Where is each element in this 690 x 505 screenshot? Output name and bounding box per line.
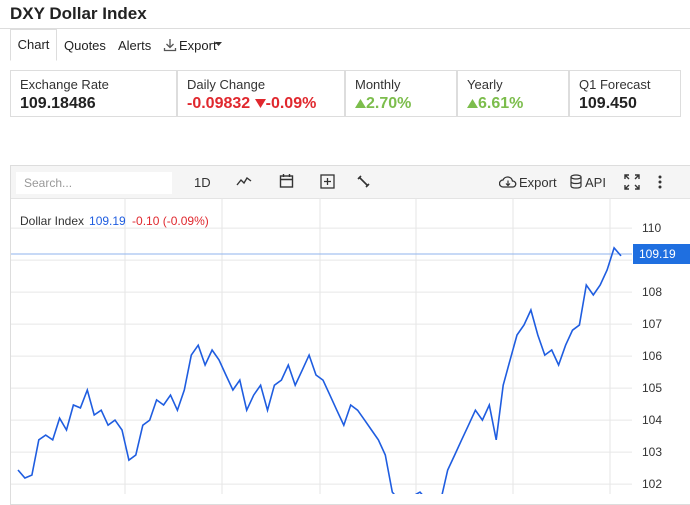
y-tick-label: 110 xyxy=(642,221,661,235)
stat-value: 2.70% xyxy=(366,95,412,112)
y-tick-label: 103 xyxy=(642,445,662,459)
price-badge-label: 109.19 xyxy=(639,247,676,261)
divider xyxy=(0,28,690,29)
stat-box: Q1 Forecast 109.450 xyxy=(569,70,681,117)
stat-value: 6.61% xyxy=(478,95,524,112)
stat-value: 109.18486 xyxy=(20,95,96,112)
settings-icon[interactable] xyxy=(356,174,371,189)
page-title: DXY Dollar Index xyxy=(10,4,147,23)
tab[interactable]: Quotes xyxy=(64,38,106,53)
stat-box: Monthly 2.70% xyxy=(345,70,457,117)
page: DXY Dollar Index Chart Quotes Alerts Exp… xyxy=(0,4,690,505)
stat-change: -0.09% xyxy=(265,95,317,112)
stat-value: -0.09832 xyxy=(187,95,251,112)
y-tick-label: 104 xyxy=(642,413,662,427)
export-button[interactable]: Export xyxy=(519,175,557,190)
fullscreen-icon[interactable] xyxy=(624,174,640,190)
legend-last: 109.19 xyxy=(89,214,126,228)
calendar-icon[interactable] xyxy=(279,173,294,188)
up-arrow xyxy=(467,99,478,108)
tab[interactable]: Alerts xyxy=(118,38,152,53)
down-arrow xyxy=(254,99,266,108)
legend-change: -0.10 (-0.09%) xyxy=(132,214,209,228)
chart: Dollar Index 102103104105106107108109110… xyxy=(11,198,690,494)
legend-name: Dollar Index xyxy=(20,214,84,228)
menu-icon[interactable] xyxy=(657,175,663,189)
y-tick-label: 106 xyxy=(642,349,662,363)
stat-label: Daily Change xyxy=(187,77,266,92)
chart-type-icon[interactable] xyxy=(236,175,252,187)
stat-box: Daily Change -0.09832 -0.09% xyxy=(177,70,345,117)
stat-box: Exchange Rate 109.18486 xyxy=(10,70,177,117)
interval-button[interactable]: 1D xyxy=(194,175,211,190)
stat-value: 109.450 xyxy=(579,95,637,112)
y-tick-label: 105 xyxy=(642,381,662,395)
search-box[interactable]: Search... xyxy=(16,172,172,194)
stat-box: Yearly 6.61% xyxy=(457,70,569,117)
stat-label: Q1 Forecast xyxy=(579,77,651,92)
database-icon xyxy=(570,174,582,189)
up-arrow xyxy=(355,99,366,108)
tab[interactable]: Chart xyxy=(10,29,57,61)
tab[interactable]: Export xyxy=(179,38,217,53)
y-tick-label: 108 xyxy=(642,285,662,299)
add-icon[interactable] xyxy=(320,174,335,189)
line xyxy=(17,246,622,494)
download-icon xyxy=(163,39,177,52)
caret xyxy=(215,42,222,46)
stat-label: Exchange Rate xyxy=(20,77,109,92)
price-badge xyxy=(633,244,690,264)
stat-label: Yearly xyxy=(467,77,503,92)
stat-label: Monthly xyxy=(355,77,401,92)
cloud-download-icon xyxy=(499,176,517,188)
api-button[interactable]: API xyxy=(585,175,606,190)
y-tick-label: 102 xyxy=(642,477,662,491)
y-tick-label: 107 xyxy=(642,317,662,331)
